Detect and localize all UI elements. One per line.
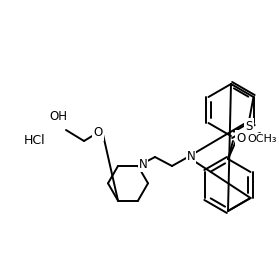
Text: O: O <box>93 126 103 139</box>
Text: OCH₃: OCH₃ <box>247 134 276 144</box>
Text: OH: OH <box>49 109 67 122</box>
Text: HCl: HCl <box>24 134 46 147</box>
Text: S: S <box>245 119 253 133</box>
Text: N: N <box>187 151 195 164</box>
Text: O: O <box>236 132 246 145</box>
Text: N: N <box>139 157 147 170</box>
